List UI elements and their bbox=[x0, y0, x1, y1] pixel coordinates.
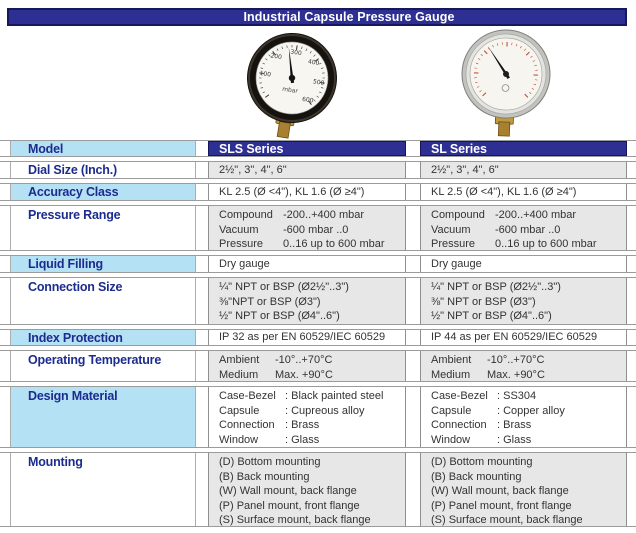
spec-table: Model SLS Series SL Series Dial Size (In… bbox=[0, 140, 636, 531]
row-label: Pressure Range bbox=[10, 206, 196, 250]
title-bar: Industrial Capsule Pressure Gauge bbox=[7, 8, 627, 26]
spec-line: ½" NPT or BSP (Ø4"..6") bbox=[431, 310, 552, 323]
spec-line: ½" NPT or BSP (Ø4"..6") bbox=[219, 310, 340, 323]
table-row-operating-temperature: Operating Temperature Ambient -10°..+70°C… bbox=[0, 350, 636, 382]
spec-line: (D) Bottom mounting bbox=[219, 456, 321, 468]
spec-line: (B) Back mounting bbox=[219, 470, 310, 483]
cell-sl: (D) Bottom mounting (B) Back mounting (W… bbox=[420, 453, 627, 526]
sls-gauge-stem bbox=[276, 121, 291, 139]
cell-sl: Ambient -10°..+70°C Medium Max. +90°C bbox=[420, 351, 627, 381]
column-header-sl: SL Series bbox=[420, 141, 627, 156]
sls-gauge-image: 100 200 300 400 500 600 mbar bbox=[247, 33, 337, 139]
spec-line: Capsule: Cupreous alloy bbox=[219, 404, 365, 417]
spec-line: (P) Panel mount, front flange bbox=[219, 499, 360, 512]
column-header-sls: SLS Series bbox=[208, 141, 406, 156]
sls-gauge-ticks bbox=[259, 45, 325, 105]
cell-sls: 2½", 3", 4", 6" bbox=[208, 162, 406, 178]
cell-sl: Compound -200..+400 mbar Vacuum -600 mbar … bbox=[420, 206, 627, 250]
sls-dial-number: 500 bbox=[312, 78, 325, 87]
spec-line: ⅜"NPT or BSP (Ø3") bbox=[219, 295, 321, 308]
spec-line: Compound -200..+400 mbar bbox=[431, 209, 577, 221]
spec-line: ¼" NPT or BSP (Ø2½"..3") bbox=[219, 281, 349, 293]
cell-sl: IP 44 as per EN 60529/IEC 60529 bbox=[420, 330, 627, 345]
spec-line: Window: Glass bbox=[219, 433, 320, 446]
table-row-accuracy: Accuracy Class KL 2.5 (Ø <4"), KL 1.6 (Ø… bbox=[0, 183, 636, 201]
spec-line: Compound -200..+400 mbar bbox=[219, 209, 365, 221]
cell-sls: IP 32 as per EN 60529/IEC 60529 bbox=[208, 330, 406, 345]
spec-line: (P) Panel mount, front flange bbox=[431, 499, 572, 512]
sl-gauge-hub bbox=[503, 71, 509, 77]
sls-dial-number: 100 bbox=[259, 70, 272, 79]
sl-gauge-needle bbox=[488, 46, 510, 80]
spec-line: Case-Bezel: Black painted steel bbox=[219, 390, 384, 402]
row-label: Dial Size (Inch.) bbox=[10, 162, 196, 178]
cell-sls: KL 2.5 (Ø <4"), KL 1.6 (Ø ≥4") bbox=[208, 184, 406, 200]
row-label: Accuracy Class bbox=[10, 184, 196, 200]
cell-sl: KL 2.5 (Ø <4"), KL 1.6 (Ø ≥4") bbox=[420, 184, 627, 200]
table-row-pressure-range: Pressure Range Compound -200..+400 mbar V… bbox=[0, 205, 636, 251]
cell-sls: Dry gauge bbox=[208, 256, 406, 272]
sl-gauge-stem bbox=[497, 121, 511, 137]
row-label-model: Model bbox=[10, 141, 196, 156]
spec-line: Vacuum -600 mbar ..0 bbox=[431, 223, 561, 236]
spec-line: Connection: Brass bbox=[431, 419, 532, 432]
spec-line: Vacuum -600 mbar ..0 bbox=[219, 223, 349, 236]
cell-sls: (D) Bottom mounting (B) Back mounting (W… bbox=[208, 453, 406, 526]
cell-sl: ¼" NPT or BSP (Ø2½"..3") ⅜" NPT or BSP (… bbox=[420, 278, 627, 324]
row-label: Operating Temperature bbox=[10, 351, 196, 381]
cell-sls: Compound -200..+400 mbar Vacuum -600 mbar … bbox=[208, 206, 406, 250]
spec-line: Pressure 0..16 up to 600 mbar bbox=[431, 238, 597, 251]
cell-sls: ¼" NPT or BSP (Ø2½"..3") ⅜"NPT or BSP (Ø… bbox=[208, 278, 406, 324]
row-label: Mounting bbox=[10, 453, 196, 526]
sls-dial-number: 300 bbox=[290, 48, 303, 57]
sls-dial-unit: mbar bbox=[282, 86, 299, 95]
row-label: Design Material bbox=[10, 387, 196, 447]
spec-line: (S) Surface mount, back flange bbox=[431, 514, 583, 527]
spec-line: Pressure 0..16 up to 600 mbar bbox=[219, 238, 385, 251]
row-label: Connection Size bbox=[10, 278, 196, 324]
sl-gauge-emblem bbox=[501, 84, 510, 92]
cell-sl: 2½", 3", 4", 6" bbox=[420, 162, 627, 178]
table-row-index-protection: Index Protection IP 32 as per EN 60529/I… bbox=[0, 329, 636, 346]
spec-line: (S) Surface mount, back flange bbox=[219, 514, 371, 527]
spec-line: (D) Bottom mounting bbox=[431, 456, 533, 468]
cell-sl: Dry gauge bbox=[420, 256, 627, 272]
sl-gauge-ticks bbox=[474, 42, 538, 98]
spec-line: ⅜" NPT or BSP (Ø3") bbox=[431, 295, 536, 308]
sls-dial-number: 400 bbox=[307, 58, 320, 67]
table-header-row: Model SLS Series SL Series bbox=[0, 140, 636, 157]
spec-line: (W) Wall mount, back flange bbox=[219, 485, 357, 498]
spec-line: ¼" NPT or BSP (Ø2½"..3") bbox=[431, 281, 561, 293]
table-row-mounting: Mounting (D) Bottom mounting (B) Back mo… bbox=[0, 452, 636, 527]
cell-sl: Case-Bezel: SS304 Capsule: Copper alloy … bbox=[420, 387, 627, 447]
sls-gauge-needle bbox=[288, 47, 295, 84]
spec-line: Connection: Brass bbox=[219, 419, 320, 432]
spec-line: Medium Max. +90°C bbox=[219, 368, 333, 381]
spec-line: (B) Back mounting bbox=[431, 470, 522, 483]
spec-line: Medium Max. +90°C bbox=[431, 368, 545, 381]
sls-dial-number: 200 bbox=[270, 52, 283, 61]
spec-line: Case-Bezel: SS304 bbox=[431, 390, 537, 402]
page-title: Industrial Capsule Pressure Gauge bbox=[243, 10, 455, 24]
spec-line: Window: Glass bbox=[431, 433, 532, 446]
spec-line: Ambient -10°..+70°C bbox=[219, 354, 333, 366]
table-row-dial-size: Dial Size (Inch.) 2½", 3", 4", 6" 2½", 3… bbox=[0, 161, 636, 179]
spec-line: Ambient -10°..+70°C bbox=[431, 354, 545, 366]
table-row-connection-size: Connection Size ¼" NPT or BSP (Ø2½"..3")… bbox=[0, 277, 636, 325]
spec-line: Capsule: Copper alloy bbox=[431, 404, 565, 417]
cell-sls: Case-Bezel: Black painted steel Capsule:… bbox=[208, 387, 406, 447]
row-label: Index Protection bbox=[10, 330, 196, 345]
table-row-liquid-filling: Liquid Filling Dry gauge Dry gauge bbox=[0, 255, 636, 273]
table-row-design-material: Design Material Case-Bezel: Black painte… bbox=[0, 386, 636, 448]
row-label: Liquid Filling bbox=[10, 256, 196, 272]
sl-gauge-image bbox=[461, 29, 551, 137]
spec-line: (W) Wall mount, back flange bbox=[431, 485, 569, 498]
sls-dial-number: 600 bbox=[302, 96, 315, 105]
sls-gauge-hub bbox=[288, 74, 296, 82]
cell-sls: Ambient -10°..+70°C Medium Max. +90°C bbox=[208, 351, 406, 381]
